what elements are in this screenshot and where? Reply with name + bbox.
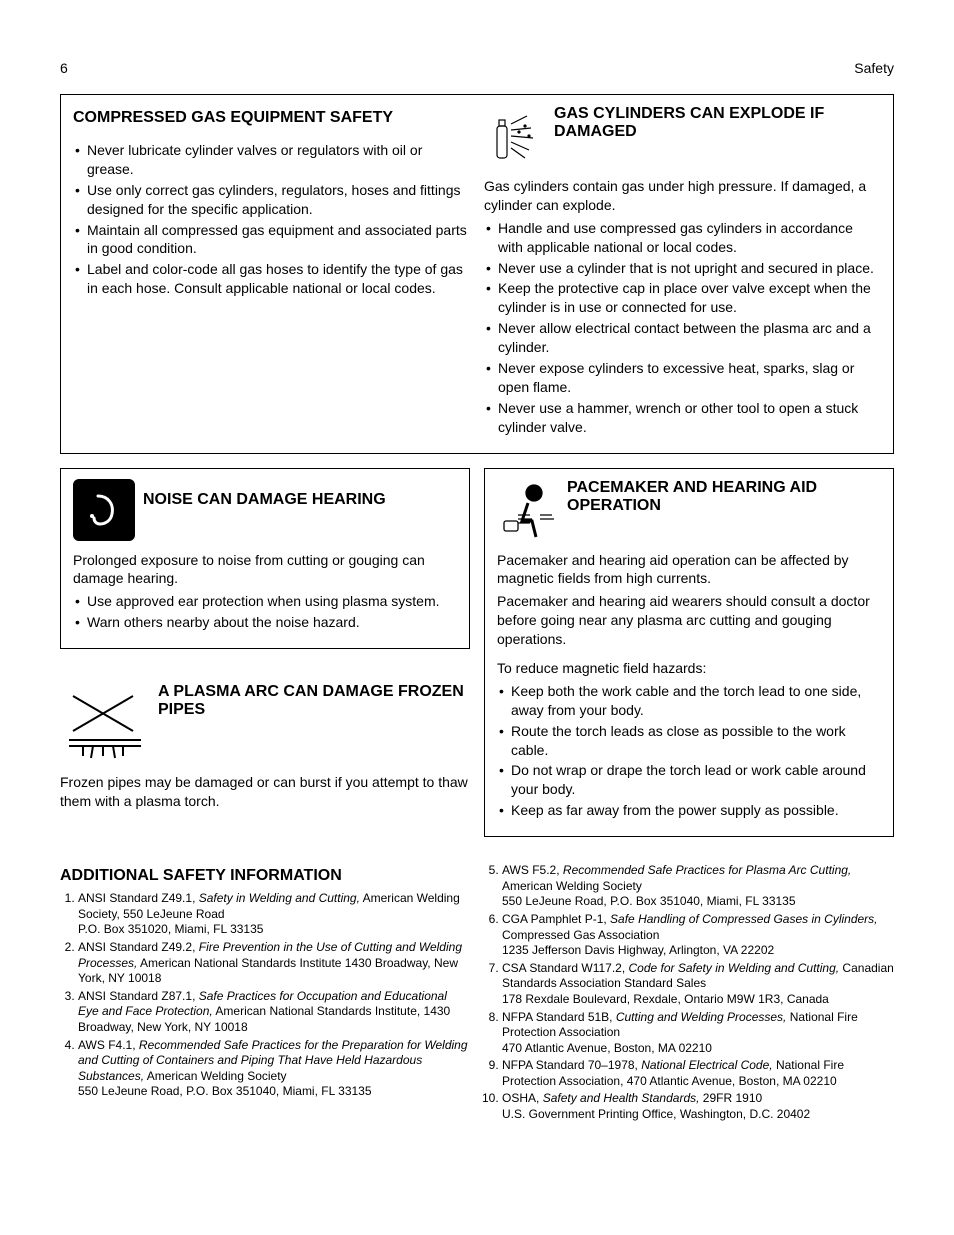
ref-item: NFPA Standard 70–1978, National Electric…	[502, 1058, 894, 1089]
ref-item: CSA Standard W117.2, Code for Safety in …	[502, 961, 894, 1008]
ref-item: NFPA Standard 51B, Cutting and Welding P…	[502, 1010, 894, 1057]
compressed-gas-title: COMPRESSED GAS EQUIPMENT SAFETY	[73, 109, 470, 127]
bullet: Warn others nearby about the noise hazar…	[73, 613, 457, 632]
ear-icon	[73, 479, 135, 541]
bullet: Label and color-code all gas hoses to id…	[73, 260, 470, 298]
ref-item: ANSI Standard Z87.1, Safe Practices for …	[78, 989, 470, 1036]
pacemaker-p2: Pacemaker and hearing aid wearers should…	[497, 592, 881, 649]
bullet: Keep as far away from the power supply a…	[497, 801, 881, 820]
bullet: Never expose cylinders to excessive heat…	[484, 359, 881, 397]
compressed-gas-bullets: Never lubricate cylinder valves or regul…	[73, 141, 470, 298]
noise-bullets: Use approved ear protection when using p…	[73, 592, 457, 632]
pacemaker-bullets: Keep both the work cable and the torch l…	[497, 682, 881, 820]
pacemaker-p1: Pacemaker and hearing aid operation can …	[497, 551, 881, 589]
page-header: 6 Safety	[60, 60, 894, 76]
cylinder-explode-icon	[484, 105, 546, 167]
bullet: Route the torch leads as close as possib…	[497, 722, 881, 760]
noise-box: NOISE CAN DAMAGE HEARING Prolonged expos…	[60, 468, 470, 650]
additional-safety-section: ADDITIONAL SAFETY INFORMATION ANSI Stand…	[60, 857, 894, 1125]
refs-list-left: ANSI Standard Z49.1, Safety in Welding a…	[60, 891, 470, 1100]
cylinder-bullets: Handle and use compressed gas cylinders …	[484, 219, 881, 437]
bullet: Never allow electrical contact between t…	[484, 319, 881, 357]
bullet: Never lubricate cylinder valves or regul…	[73, 141, 470, 179]
noise-intro: Prolonged exposure to noise from cutting…	[73, 551, 457, 589]
frozen-pipes-intro: Frozen pipes may be damaged or can burst…	[60, 773, 470, 811]
ref-item: AWS F5.2, Recommended Safe Practices for…	[502, 863, 894, 910]
additional-title: ADDITIONAL SAFETY INFORMATION	[60, 867, 470, 885]
header-section: Safety	[854, 60, 894, 76]
ref-item: ANSI Standard Z49.1, Safety in Welding a…	[78, 891, 470, 938]
pacemaker-box: PACEMAKER AND HEARING AID OPERATION Pace…	[484, 468, 894, 838]
pacemaker-title: PACEMAKER AND HEARING AID OPERATION	[567, 479, 881, 515]
bullet: Never use a hammer, wrench or other tool…	[484, 399, 881, 437]
page-number: 6	[60, 60, 68, 76]
bullet: Use approved ear protection when using p…	[73, 592, 457, 611]
ref-item: CGA Pamphlet P-1, Safe Handling of Compr…	[502, 912, 894, 959]
frozen-pipes-box: A PLASMA ARC CAN DAMAGE FROZEN PIPES Fro…	[60, 663, 470, 829]
ref-item: OSHA, Safety and Health Standards, 29FR …	[502, 1091, 894, 1122]
pacemaker-sub: To reduce magnetic field hazards:	[497, 659, 881, 678]
bullet: Keep both the work cable and the torch l…	[497, 682, 881, 720]
bullet: Handle and use compressed gas cylinders …	[484, 219, 881, 257]
bullet: Do not wrap or drape the torch lead or w…	[497, 761, 881, 799]
bullet: Never use a cylinder that is not upright…	[484, 259, 881, 278]
bullet: Use only correct gas cylinders, regulato…	[73, 181, 470, 219]
noise-title: NOISE CAN DAMAGE HEARING	[143, 491, 386, 509]
cylinder-explode-title: GAS CYLINDERS CAN EXPLODE IF DAMAGED	[554, 105, 881, 141]
frozen-pipes-icon	[60, 673, 150, 763]
refs-list-right: AWS F5.2, Recommended Safe Practices for…	[484, 863, 894, 1123]
bullet: Maintain all compressed gas equipment an…	[73, 221, 470, 259]
compressed-gas-box: COMPRESSED GAS EQUIPMENT SAFETY Never lu…	[60, 94, 894, 454]
ref-item: AWS F4.1, Recommended Safe Practices for…	[78, 1038, 470, 1100]
cylinder-intro: Gas cylinders contain gas under high pre…	[484, 177, 881, 215]
frozen-pipes-title: A PLASMA ARC CAN DAMAGE FROZEN PIPES	[158, 683, 470, 719]
bullet: Keep the protective cap in place over va…	[484, 279, 881, 317]
pacemaker-icon	[497, 479, 559, 541]
ref-item: ANSI Standard Z49.2, Fire Prevention in …	[78, 940, 470, 987]
